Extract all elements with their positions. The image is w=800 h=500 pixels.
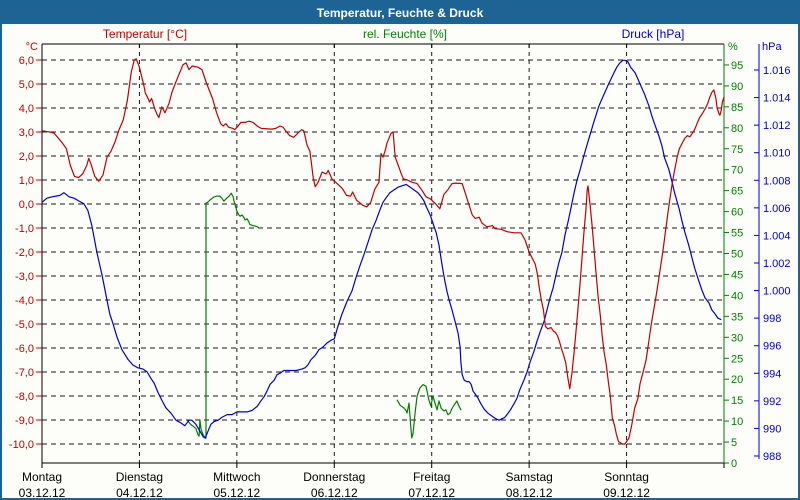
humidity-tick-label: 90 [731,81,743,93]
temperature-tick-label: -5,0 [15,319,34,331]
humidity-tick-label: 70 [731,165,743,177]
day-name-label: Donnerstag [303,470,365,484]
humidity-unit-label: % [728,41,738,53]
humidity-tick-label: 40 [731,290,743,302]
day-name-label: Montag [22,470,62,484]
day-date-label: 05.12.12 [213,486,260,500]
pressure-unit-label: hPa [762,41,782,53]
humidity-tick-label: 35 [731,311,743,323]
temperature-tick-label: -6,0 [15,343,34,355]
pressure-tick-label: 1.010 [763,148,791,160]
temperature-tick-label: -1,0 [15,223,34,235]
day-date-label: 06.12.12 [311,486,358,500]
temperature-tick-label: -3,0 [15,271,34,283]
temperature-axis-header: Temperatur [°C] [102,27,188,41]
pressure-tick-label: 1.012 [763,120,791,132]
day-name-label: Freitag [413,470,450,484]
humidity-tick-label: 60 [731,207,743,219]
day-name-label: Samstag [505,470,552,484]
window-title: Temperatur, Feuchte & Druck [316,6,484,20]
temperature-tick-label: -8,0 [15,391,34,403]
humidity-tick-label: 10 [731,416,743,428]
pressure-tick-label: 1.000 [763,286,791,298]
humidity-tick-label: 85 [731,102,743,114]
humidity-tick-label: 25 [731,353,743,365]
temperature-unit-label: °C [26,41,38,53]
day-name-label: Sonntag [604,470,649,484]
temperature-tick-label: -4,0 [15,295,34,307]
humidity-tick-label: 50 [731,249,743,261]
temperature-tick-label: 0,0 [19,199,34,211]
day-date-label: 04.12.12 [116,486,163,500]
pressure-tick-label: 1.014 [763,93,791,105]
day-date-label: 08.12.12 [506,486,553,500]
humidity-tick-label: 80 [731,123,743,135]
humidity-tick-label: 15 [731,395,743,407]
temperature-tick-label: 3,0 [19,127,34,139]
temperature-tick-label: -10,0 [9,439,34,451]
day-name-label: Dienstag [116,470,163,484]
day-date-label: 09.12.12 [603,486,650,500]
temperature-tick-label: 1,0 [19,175,34,187]
temperature-tick-label: -9,0 [15,415,34,427]
humidity-tick-label: 75 [731,144,743,156]
pressure-tick-label: 992 [763,396,781,408]
day-name-label: Mittwoch [213,470,260,484]
humidity-line [396,384,462,439]
temperature-tick-label: 2,0 [19,151,34,163]
temperature-tick-label: -2,0 [15,247,34,259]
temperature-tick-label: -7,0 [15,367,34,379]
pressure-tick-label: 996 [763,341,781,353]
pressure-tick-label: 994 [763,368,781,380]
humidity-tick-label: 20 [731,374,743,386]
title-bar: Temperatur, Feuchte & Druck [2,2,798,24]
pressure-tick-label: 998 [763,313,781,325]
humidity-tick-label: 55 [731,228,743,240]
humidity-tick-label: 30 [731,332,743,344]
humidity-tick-label: 5 [731,437,737,449]
pressure-tick-label: 988 [763,451,781,463]
temperature-tick-label: 5,0 [19,79,34,91]
pressure-tick-label: 1.008 [763,175,791,187]
humidity-tick-label: 0 [731,458,737,470]
humidity-tick-label: 65 [731,186,743,198]
day-date-label: 03.12.12 [19,486,66,500]
temperature-tick-label: 6,0 [19,55,34,67]
humidity-line [186,192,260,439]
temperature-tick-label: 4,0 [19,103,34,115]
temperature-line [41,58,725,445]
pressure-line [41,59,722,439]
humidity-tick-label: 95 [731,60,743,72]
pressure-tick-label: 990 [763,423,781,435]
humidity-tick-label: 45 [731,269,743,281]
pressure-tick-label: 1.016 [763,65,791,77]
pressure-tick-label: 1.004 [763,230,791,242]
pressure-axis-header: Druck [hPa] [621,27,685,41]
pressure-tick-label: 1.002 [763,258,791,270]
humidity-axis-header: rel. Feuchte [%] [362,27,448,41]
pressure-tick-label: 1.006 [763,203,791,215]
day-date-label: 07.12.12 [408,486,455,500]
